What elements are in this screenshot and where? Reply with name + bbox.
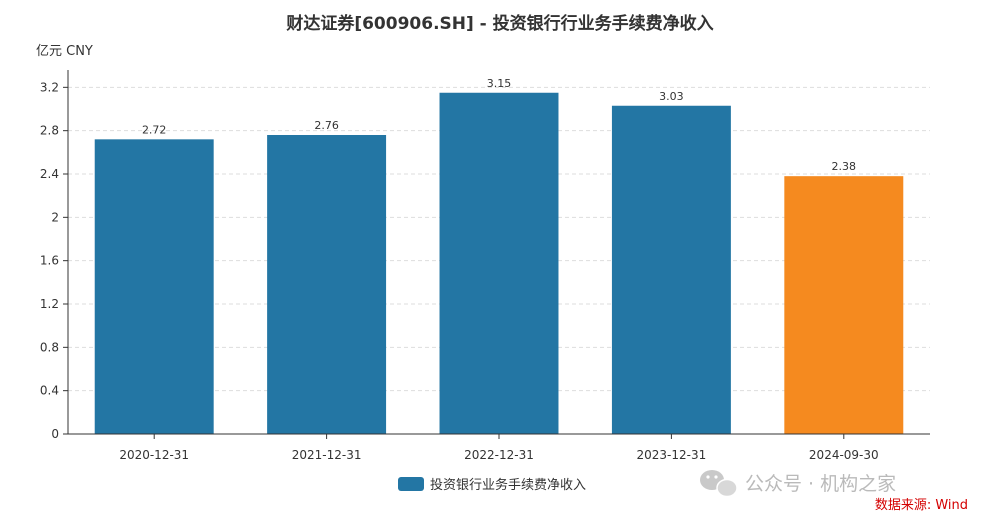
legend[interactable]: 投资银行业务手续费净收入 xyxy=(398,477,586,493)
y-tick-label: 2.8 xyxy=(40,124,59,138)
data-label: 2.38 xyxy=(832,160,857,173)
y-tick-label: 2 xyxy=(51,210,59,224)
y-tick-label: 0.4 xyxy=(40,384,59,398)
y-tick-label: 0.8 xyxy=(40,340,59,354)
wechat-icon xyxy=(700,470,738,498)
x-tick-label: 2024-09-30 xyxy=(809,448,879,462)
x-tick-label: 2021-12-31 xyxy=(292,448,362,462)
data-source: 数据来源: Wind xyxy=(875,498,968,513)
watermark-text: 公众号 · 机构之家 xyxy=(745,473,896,495)
watermark: 公众号 · 机构之家 xyxy=(700,470,896,498)
data-label: 3.15 xyxy=(487,77,512,90)
chart-title: 财达证券[600906.SH] - 投资银行行业务手续费净收入 xyxy=(285,13,713,34)
x-tick-label: 2022-12-31 xyxy=(464,448,534,462)
bar[interactable] xyxy=(439,92,559,434)
y-tick-label: 1.6 xyxy=(40,254,59,268)
bar[interactable] xyxy=(267,135,387,434)
x-tick-label: 2023-12-31 xyxy=(637,448,707,462)
legend-label: 投资银行业务手续费净收入 xyxy=(430,477,586,493)
y-tick-label: 0 xyxy=(51,427,59,441)
data-label: 2.76 xyxy=(314,119,339,132)
y-ticks: 0 0.4 0.8 1.2 1.6 2 2.4 2.8 3.2 xyxy=(40,80,68,441)
y-tick-label: 3.2 xyxy=(40,80,59,94)
bars xyxy=(94,92,904,435)
bar[interactable] xyxy=(94,139,214,435)
bar[interactable] xyxy=(784,176,904,434)
data-label: 2.72 xyxy=(142,123,167,136)
data-label: 3.03 xyxy=(659,90,684,103)
data-labels: 2.72 2.76 3.15 3.03 2.38 xyxy=(142,77,856,173)
y-axis-unit-label: 亿元 CNY xyxy=(36,44,93,59)
y-tick-label: 1.2 xyxy=(40,297,59,311)
y-tick-label: 2.4 xyxy=(40,167,59,181)
x-ticks: 2020-12-31 2021-12-31 2022-12-31 2023-12-31… xyxy=(119,434,879,462)
bar[interactable] xyxy=(611,105,731,434)
x-tick-label: 2020-12-31 xyxy=(119,448,189,462)
legend-swatch xyxy=(398,477,424,491)
